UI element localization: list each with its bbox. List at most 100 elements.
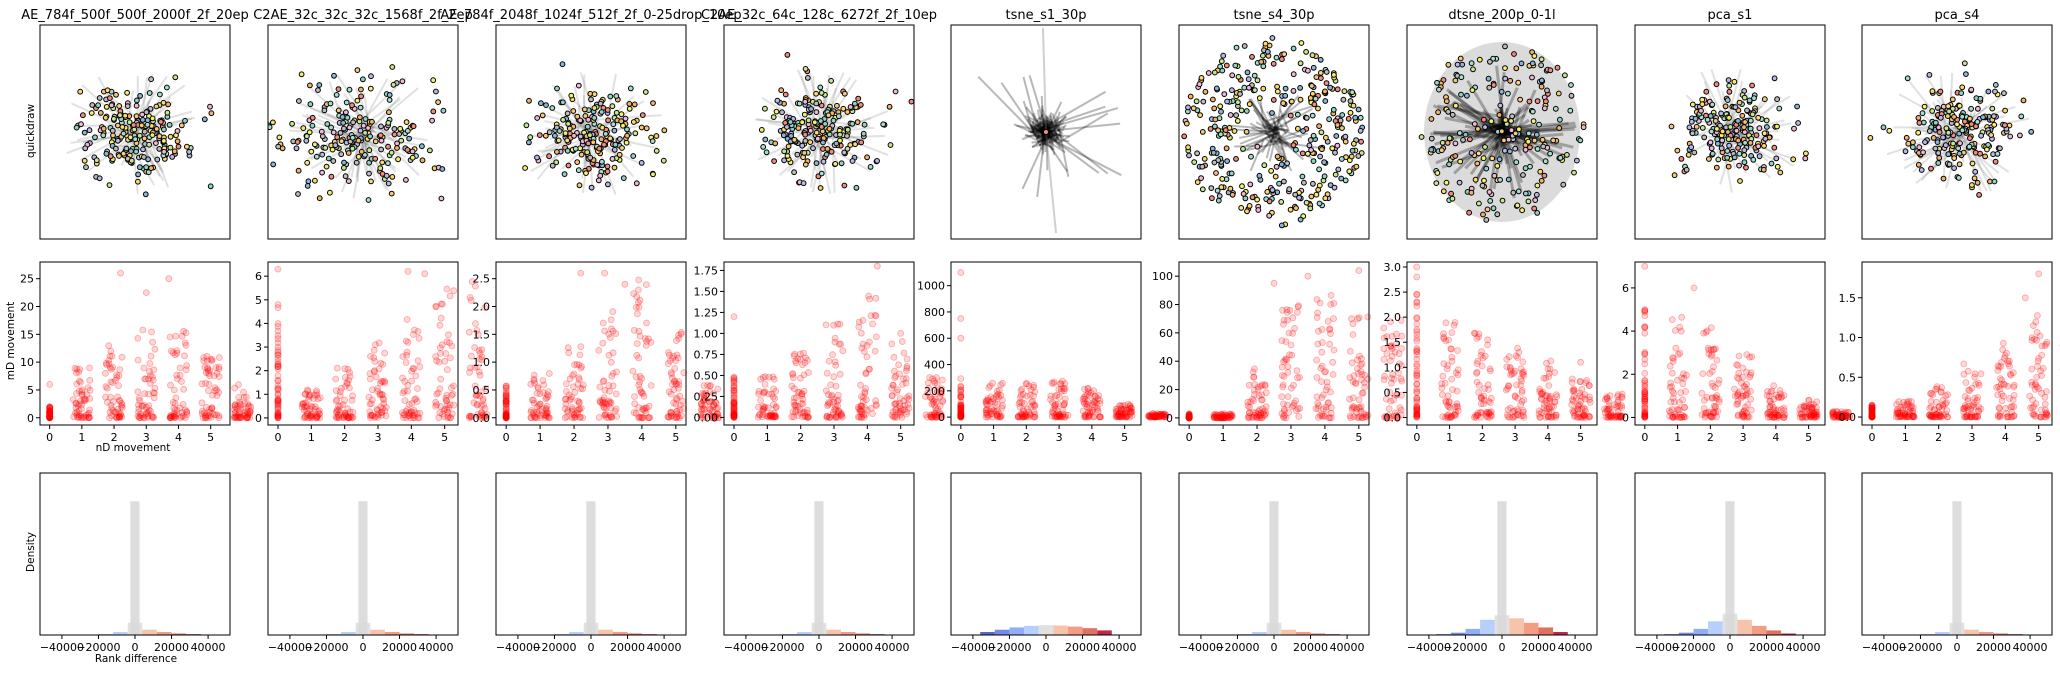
embedding-point xyxy=(327,100,334,107)
embedding-trail xyxy=(1261,139,1271,154)
scatter-2: 0.00.51.01.52.02.50 1 2 3 4 5 xyxy=(473,261,723,444)
embedding-point xyxy=(1327,84,1333,91)
scatter-point xyxy=(414,357,422,365)
embedding-point xyxy=(565,162,572,169)
embedding-point xyxy=(1355,153,1362,159)
y-tick-label: 0.25 xyxy=(694,390,719,403)
embedding-point xyxy=(817,84,824,91)
embedding-point xyxy=(1951,165,1957,172)
scatter-point xyxy=(903,364,911,372)
embedding-trail xyxy=(1279,109,1290,132)
scatter-point xyxy=(141,390,149,398)
embedding-point xyxy=(1968,105,1974,112)
scatter-point xyxy=(939,376,946,384)
embedding-point xyxy=(1288,98,1295,105)
embedding-point xyxy=(820,158,827,165)
embedding-point xyxy=(908,98,914,105)
embedding-frame-5 xyxy=(1178,24,1370,240)
embedding-point xyxy=(833,140,840,147)
embedding-point xyxy=(596,145,603,152)
embedding-point xyxy=(1761,143,1767,149)
embedding-trail xyxy=(1049,120,1054,129)
scatter-point xyxy=(444,331,452,339)
embedding-point xyxy=(171,148,178,155)
y-tick-label: 800 xyxy=(924,306,945,319)
embedding-trail xyxy=(1256,131,1281,156)
embedding-point xyxy=(598,109,605,115)
x-tick-label: 4 xyxy=(638,431,645,444)
scatter-point xyxy=(1318,394,1326,401)
scatter-point xyxy=(609,369,617,377)
embedding-point xyxy=(394,145,400,151)
embedding-point xyxy=(1346,168,1353,175)
embedding-point xyxy=(1795,120,1801,126)
embedding-point xyxy=(802,66,809,72)
embedding-point xyxy=(388,149,395,156)
embedding-point xyxy=(1534,98,1541,104)
embedding-point xyxy=(1272,173,1279,180)
embedding-trail xyxy=(1039,105,1044,129)
scatter-point xyxy=(367,352,374,360)
y-tick-label: 1.75 xyxy=(694,264,719,277)
embedding-point xyxy=(2007,133,2014,140)
embedding-point xyxy=(331,72,337,79)
embedding-point xyxy=(1736,99,1743,106)
scatter-point xyxy=(346,373,354,380)
embedding-point xyxy=(639,112,646,118)
scatter-point xyxy=(1279,381,1287,389)
embedding-point xyxy=(1703,88,1710,95)
embedding-6: dtsne_200p_0-1l xyxy=(1406,8,1598,240)
scatter-point xyxy=(634,310,641,318)
embedding-point xyxy=(623,139,630,146)
embedding-trail xyxy=(551,84,587,134)
scatter-point xyxy=(134,388,142,396)
embedding-point xyxy=(1297,216,1304,223)
embedding-point xyxy=(1959,113,1966,120)
scatter-point xyxy=(411,409,419,416)
embedding-point xyxy=(1982,153,1988,160)
embedding-point xyxy=(1749,111,1756,118)
embedding-point xyxy=(1315,105,1321,112)
embedding-trail xyxy=(1248,98,1277,136)
embedding-trail xyxy=(1263,114,1290,129)
embedding-point xyxy=(1715,156,1722,163)
embedding-point xyxy=(1755,143,1762,150)
scatter-point xyxy=(629,367,637,375)
embedding-point xyxy=(144,117,151,124)
embedding-point xyxy=(1719,137,1726,144)
embedding-trail xyxy=(1276,129,1303,141)
embedding-point xyxy=(553,159,560,166)
scatter-point xyxy=(1313,356,1320,364)
embedding-point xyxy=(262,136,267,141)
scatter-point xyxy=(827,381,834,389)
panel-title-1: C2AE_32c_32c_32c_1568f_2f_2ep xyxy=(253,8,473,23)
embedding-point xyxy=(1215,197,1222,204)
embedding-point xyxy=(1295,125,1301,132)
embedding-point xyxy=(1940,134,1946,141)
embedding-trail xyxy=(1252,108,1281,138)
embedding-point xyxy=(357,127,364,134)
y-tick-label: 25 xyxy=(20,273,34,286)
embedding-trail xyxy=(298,102,374,133)
scatter-point xyxy=(113,371,120,379)
embedding-point xyxy=(80,112,86,119)
scatter-point xyxy=(665,349,672,356)
embedding-point xyxy=(319,169,326,176)
scatter-frame-4 xyxy=(950,261,1142,426)
embedding-point xyxy=(1991,178,1998,185)
scatter-point xyxy=(1319,339,1326,346)
embedding-point xyxy=(1349,89,1356,96)
embedding-trail xyxy=(1037,125,1046,133)
x-tick-label: 3 xyxy=(375,431,382,444)
y-tick-label: 1.25 xyxy=(694,306,719,319)
embedding-point xyxy=(1959,127,1966,134)
embedding-point xyxy=(1719,128,1726,135)
embedding-point xyxy=(1440,188,1447,195)
scatter-point xyxy=(1280,406,1288,413)
scatter-point xyxy=(1054,400,1062,408)
embedding-point xyxy=(617,136,623,142)
embedding-point xyxy=(1972,168,1979,175)
scatter-point xyxy=(450,382,457,390)
scatter-outlier-0 xyxy=(957,269,965,276)
embedding-trail xyxy=(1025,133,1053,149)
